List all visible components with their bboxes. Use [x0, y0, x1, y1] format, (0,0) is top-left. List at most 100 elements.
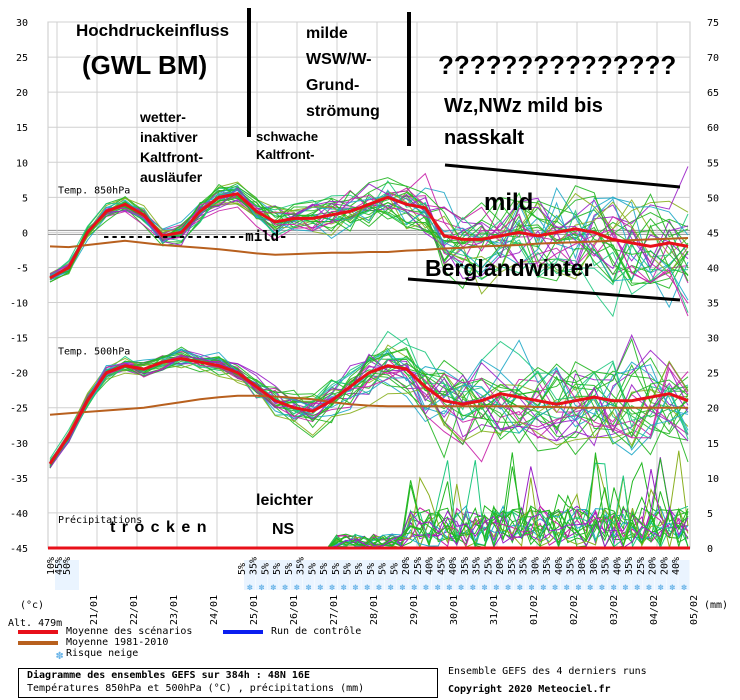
date-label: 02/02 — [569, 595, 580, 625]
footer-runs: Ensemble GEFS des 4 derniers runs — [448, 666, 647, 677]
footer-title: Diagramme des ensembles GEFS sur 384h : … — [27, 670, 310, 681]
right-tick-label: 0 — [707, 544, 713, 555]
left-tick-label: -20 — [10, 369, 28, 380]
snow-risk-cell — [666, 560, 678, 590]
snow-risk-value: 5% — [284, 563, 295, 575]
legend-climate-label: Moyenne 1981-2010 — [66, 637, 169, 648]
snowflake-icon: ✽ — [552, 583, 558, 593]
snow-risk-cell — [502, 560, 514, 590]
snowflake-icon: ✽ — [564, 583, 570, 593]
snow-risk-cell — [560, 560, 573, 590]
snowflake-icon: ✽ — [400, 583, 406, 593]
snow-risk-cell — [349, 560, 361, 590]
right-tick-label: 65 — [707, 88, 719, 99]
snow-risk-cell — [244, 560, 256, 590]
snowflake-icon: ✽ — [482, 583, 488, 593]
snow-risk-cell — [537, 560, 549, 590]
snow-risk-cell — [290, 560, 303, 590]
snow-risk-value: 50% — [62, 557, 73, 575]
left-tick-label: 30 — [16, 18, 28, 29]
snow-risk-cell — [631, 560, 643, 590]
snow-risk-cell — [255, 560, 267, 590]
snow-risk-value: 25% — [636, 557, 647, 575]
snow-risk-cell — [619, 560, 631, 590]
snow-risk-value: 5% — [378, 563, 389, 575]
annot-mild: mild — [484, 189, 533, 216]
snow-risk-value: 40% — [448, 557, 459, 575]
snow-risk-cell — [584, 560, 596, 590]
snow-risk-cell — [443, 560, 455, 590]
snow-risk-value: 5% — [366, 563, 377, 575]
annot-wz-2: nasskalt — [444, 127, 524, 149]
left-tick-label: -40 — [10, 509, 28, 520]
snow-risk-value: 35% — [460, 557, 471, 575]
footer-copyright: Copyright 2020 Meteociel.fr — [448, 684, 611, 695]
snow-risk-cell — [267, 560, 279, 590]
footer-box: Diagramme des ensembles GEFS sur 384h : … — [18, 668, 438, 698]
snow-risk-value: 10% — [46, 557, 57, 575]
snow-risk-cell — [71, 560, 79, 590]
snowflake-icon: ✽ — [670, 583, 676, 593]
annot-schwache-1: schwache — [256, 129, 318, 144]
snowflake-icon: ✽ — [353, 583, 359, 593]
snow-risk-value: 45% — [436, 557, 447, 575]
plot-area — [47, 21, 691, 549]
date-label: 01/02 — [529, 595, 540, 625]
snow-risk-cell — [302, 560, 314, 590]
annot-gwl: (GWL BM) — [82, 50, 207, 80]
right-tick-label: 70 — [707, 53, 719, 64]
right-tick-label: 15 — [707, 439, 719, 450]
snow-risk-value: 20% — [659, 557, 670, 575]
snow-risk-value: 35% — [624, 557, 635, 575]
snow-risk-value: 40% — [671, 557, 682, 575]
snow-risk-cell — [478, 560, 490, 590]
right-tick-label: 40 — [707, 263, 719, 274]
snowflake-icon: ✽ — [423, 583, 429, 593]
right-tick-label: 35 — [707, 299, 719, 310]
legend-climate-swatch — [18, 641, 58, 645]
legend-control-label: Run de contrôle — [271, 626, 362, 637]
snowflake-icon: ✽ — [576, 583, 582, 593]
snowflake-icon: ✽ — [306, 583, 312, 593]
date-label: 26/01 — [289, 595, 300, 625]
snow-risk-value: 40% — [612, 557, 623, 575]
date-label: 05/02 — [689, 595, 700, 625]
temp500-member — [49, 346, 689, 463]
snow-risk-cell — [337, 560, 350, 590]
annot-question: ??????????????? — [438, 50, 676, 80]
snow-risk-value: 5% — [343, 563, 354, 575]
date-label: 22/01 — [129, 595, 140, 625]
snowflake-icon: ✽ — [634, 583, 640, 593]
snowflake-icon: ✽ — [247, 583, 253, 593]
snow-risk-cell — [396, 560, 408, 590]
snowflake-icon: ✽ — [494, 583, 500, 593]
annot-leichter: leichter — [256, 492, 313, 509]
snow-risk-cell — [361, 560, 373, 590]
snow-risk-value: 5% — [272, 563, 283, 575]
snow-risk-cell — [549, 560, 561, 590]
snowflake-icon: ✽ — [56, 648, 64, 662]
right-tick-label: 20 — [707, 404, 719, 415]
snow-risk-value: 25% — [413, 557, 424, 575]
temp500-mean-line — [48, 357, 689, 465]
temp500-member — [49, 354, 689, 463]
annot-schwache-2: Kaltfront- — [256, 147, 315, 162]
snowflake-icon: ✽ — [681, 583, 687, 593]
annot-mild-line: -----------------mild- — [102, 229, 287, 245]
snow-risk-value: 5% — [307, 563, 318, 575]
left-tick-label: 15 — [16, 123, 28, 134]
date-label: 25/01 — [249, 595, 260, 625]
date-label: 23/01 — [169, 595, 180, 625]
snow-risk-cell — [55, 560, 63, 590]
annot-milde-3: Grund- — [306, 77, 359, 94]
snow-risk-value: 35% — [296, 557, 307, 575]
legend-control-swatch — [223, 630, 263, 634]
right-tick-label: 75 — [707, 18, 719, 29]
snowflake-icon: ✽ — [529, 583, 535, 593]
right-tick-label: 5 — [707, 509, 713, 520]
snowflake-icon: ✽ — [318, 583, 324, 593]
snowflake-icon: ✽ — [505, 583, 511, 593]
right-tick-label: 50 — [707, 193, 719, 204]
right-tick-label: 45 — [707, 228, 719, 239]
temp850-member — [49, 183, 689, 279]
